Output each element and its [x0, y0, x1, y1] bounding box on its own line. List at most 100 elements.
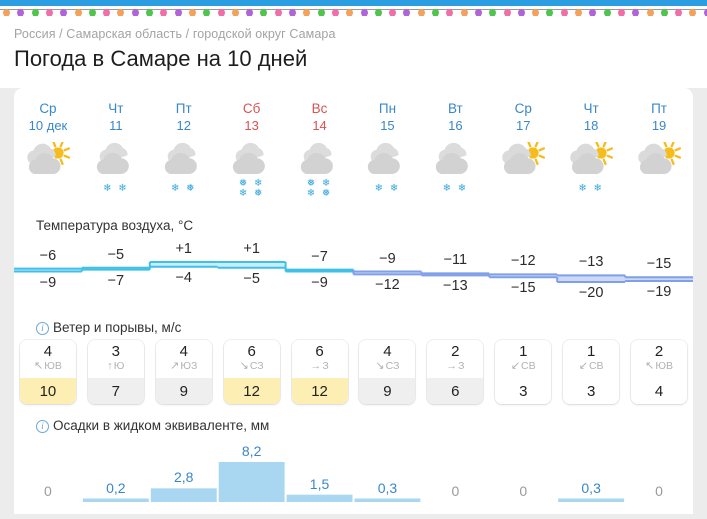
day-name: Чт: [583, 101, 599, 116]
temperature-min-1: −7: [107, 272, 125, 289]
wind-gust-value: 9: [359, 378, 416, 404]
day-header-6[interactable]: Вт 16: [421, 100, 489, 140]
precipitation-value-6: 0: [451, 483, 460, 499]
precipitation-value-9: 0: [655, 483, 663, 499]
top-blue-bar: [0, 0, 707, 6]
wind-speed-block: 4 ↘СЗ: [359, 340, 415, 378]
wind-cell-1: 3 ↑Ю 7: [82, 340, 150, 406]
day-date: 18: [583, 118, 599, 133]
precipitation-value-0: 0: [44, 483, 52, 499]
wind-card[interactable]: 1 ↙СВ 3: [563, 340, 620, 404]
precipitation-glyphs: ❄ ❄: [103, 183, 129, 194]
day-date: 17: [516, 118, 531, 133]
wind-card[interactable]: 3 ↑Ю 7: [87, 340, 144, 404]
day-header-1[interactable]: Чт 11: [82, 100, 150, 140]
garland-bulb: [603, 9, 611, 16]
wind-card[interactable]: 2 ↖ЮВ 4: [631, 340, 688, 404]
day-header-7[interactable]: Ср 17: [489, 100, 557, 140]
wind-direction-label: З: [322, 360, 329, 372]
cloud-icon: ❄ ❄: [354, 140, 422, 198]
wind-direction-label: СВ: [588, 360, 604, 372]
wind-direction-arrow-icon: ↖: [645, 360, 655, 372]
temperature-max-3: +1: [243, 241, 260, 257]
wind-card[interactable]: 4 ↘СЗ 9: [359, 340, 416, 404]
garland-bulb: [617, 9, 625, 16]
day-header-0[interactable]: Ср 10 дек: [14, 100, 82, 140]
precipitation-bar: [286, 494, 353, 502]
precipitation-glyphs: ❅ ❄ ❄ ❅: [238, 178, 265, 199]
temperature-band-segment: [353, 271, 422, 275]
garland-bulb: [632, 9, 640, 16]
wind-gust-value: 4: [631, 378, 688, 404]
wind-speed-value: 4: [179, 343, 188, 360]
wind-speed-block: 2 →З: [427, 340, 483, 378]
wind-card[interactable]: 1 ↙СВ 3: [495, 340, 552, 404]
precipitation-value-3: 8,2: [241, 443, 262, 459]
day-header-2[interactable]: Пт 12: [150, 100, 218, 140]
temperature-min-8: −20: [578, 285, 604, 301]
precipitation-title-text: Осадки в жидком эквиваленте, мм: [53, 418, 270, 433]
garland-bulb: [575, 9, 582, 16]
weather-icon-row: ❄ ❄ ❄ ❅ ❅ ❄ ❄ ❅ ❅ ❄ ❄ ❅ ❄ ❄ ❄ ❄ ❄ ❄: [14, 140, 693, 199]
wind-gust-value: 12: [291, 378, 348, 404]
wind-card[interactable]: 6 ↘СЗ 12: [223, 340, 280, 404]
garland-bulb: [317, 9, 325, 16]
wind-direction-label: СЗ: [385, 360, 400, 372]
garland-bulb: [417, 9, 425, 16]
garland-bulb: [646, 9, 654, 16]
wind-direction-arrow-icon: ↘: [239, 360, 249, 372]
day-header-3[interactable]: Сб 13: [218, 100, 286, 140]
precipitation-bar: [82, 498, 149, 502]
wind-card[interactable]: 4 ↖ЮВ 10: [19, 340, 76, 404]
temperature-band-segment: [557, 275, 626, 282]
wind-direction-label: Ю: [113, 360, 125, 372]
garland-bulb: [117, 9, 125, 16]
garland-bulb: [246, 9, 254, 16]
wind-cell-3: 6 ↘СЗ 12: [218, 340, 286, 406]
garland-bulb: [160, 9, 168, 16]
forecast-card: Ср 10 дек Чт 11 Пт 12 Сб 13 Вс 14 Пн 15 Вт 16 Ср 17 Чт 18…: [14, 88, 693, 514]
garland-bulb: [174, 9, 182, 16]
wind-direction: →З: [310, 360, 328, 373]
garland-bulb: [660, 9, 668, 16]
cloud-icon: ❄ ❄: [82, 140, 150, 198]
temperature-max-7: −12: [510, 253, 536, 270]
garland-bulb: [74, 9, 82, 16]
day-name: Вс: [311, 101, 328, 116]
info-icon-wind[interactable]: i: [36, 322, 49, 335]
garland-bulb: [546, 9, 554, 16]
garland-bulb: [474, 9, 482, 16]
precipitation-value-5: 0,3: [377, 479, 398, 496]
day-date: 11: [109, 118, 123, 133]
temperature-max-6: −11: [443, 252, 468, 269]
wind-speed-block: 4 ↖ЮВ: [20, 340, 76, 378]
day-header-5[interactable]: Пн 15: [354, 100, 422, 140]
breadcrumb[interactable]: Россия / Самарская область / городской о…: [14, 27, 336, 41]
garland-bulb: [289, 9, 296, 16]
weather-cell-5: ❄ ❄: [354, 140, 422, 198]
day-header-9[interactable]: Пт 19: [625, 100, 693, 140]
day-name: Пн: [378, 101, 397, 116]
wind-cell-4: 6 →З 12: [286, 340, 354, 406]
day-name: Чт: [108, 101, 124, 116]
precipitation-glyphs: ❄ ❄: [578, 183, 604, 194]
temperature-band-segment: [14, 268, 82, 272]
garland-bulb: [88, 9, 96, 16]
wind-card[interactable]: 4 ↗ЮЗ 9: [155, 340, 212, 404]
precipitation-chart: 0 0,2 2,8 8,2 1,5 0,3 0 0 0,3 0: [14, 436, 693, 514]
wind-direction-arrow-icon: ↖: [34, 360, 44, 372]
garland-bulb: [689, 9, 697, 16]
wind-gust-value: 12: [223, 378, 280, 404]
temperature-min-9: −19: [646, 284, 672, 301]
day-header-4[interactable]: Вс 14: [286, 100, 354, 140]
wind-direction-label: З: [458, 360, 465, 372]
precipitation-value-8: 0,3: [581, 479, 601, 496]
wind-card[interactable]: 2 →З 6: [427, 340, 484, 404]
info-icon-precipitation[interactable]: i: [36, 420, 49, 433]
wind-card[interactable]: 6 →З 12: [291, 340, 348, 404]
day-header-8[interactable]: Чт 18: [557, 100, 625, 140]
day-name: Ср: [39, 101, 57, 116]
wind-cell-9: 2 ↖ЮВ 4: [625, 340, 693, 406]
wind-speed-value: 2: [451, 343, 460, 360]
wind-row: 4 ↖ЮВ 10 3 ↑Ю 7 4 ↗ЮЗ 9 6 ↘СЗ 12 6 →З 12 4 ↘СЗ 9 2 →З 6 1 ↙СВ 3…: [14, 340, 693, 406]
